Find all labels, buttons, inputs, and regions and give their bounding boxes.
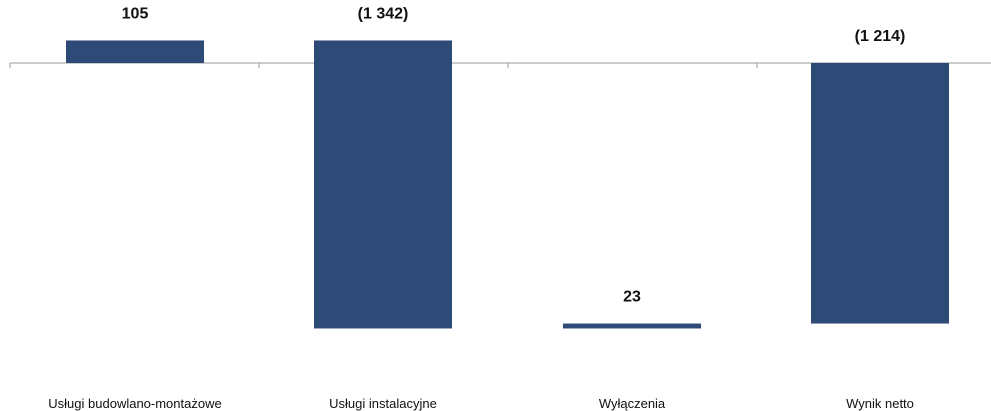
category-label-3: Wyłączenia [599,396,666,411]
value-labels-group: 105 (1 342) 23 (1 214) [122,5,906,305]
x-axis-ticks [9,63,758,68]
category-label-1: Usługi budowlano-montażowe [48,396,221,411]
bars-group [66,40,949,329]
bar-3 [563,323,701,329]
bar-4 [811,63,949,324]
category-label-2: Usługi instalacyjne [329,396,437,411]
category-labels-group: Usługi budowlano-montażowe Usługi instala… [48,396,914,411]
value-label-3: 23 [623,289,641,306]
value-label-4: (1 214) [855,28,906,45]
bar-2 [314,40,452,329]
value-label-1: 105 [122,5,149,22]
bar-1 [66,40,204,63]
category-label-4: Wynik netto [846,396,914,411]
value-label-2: (1 342) [358,5,409,22]
